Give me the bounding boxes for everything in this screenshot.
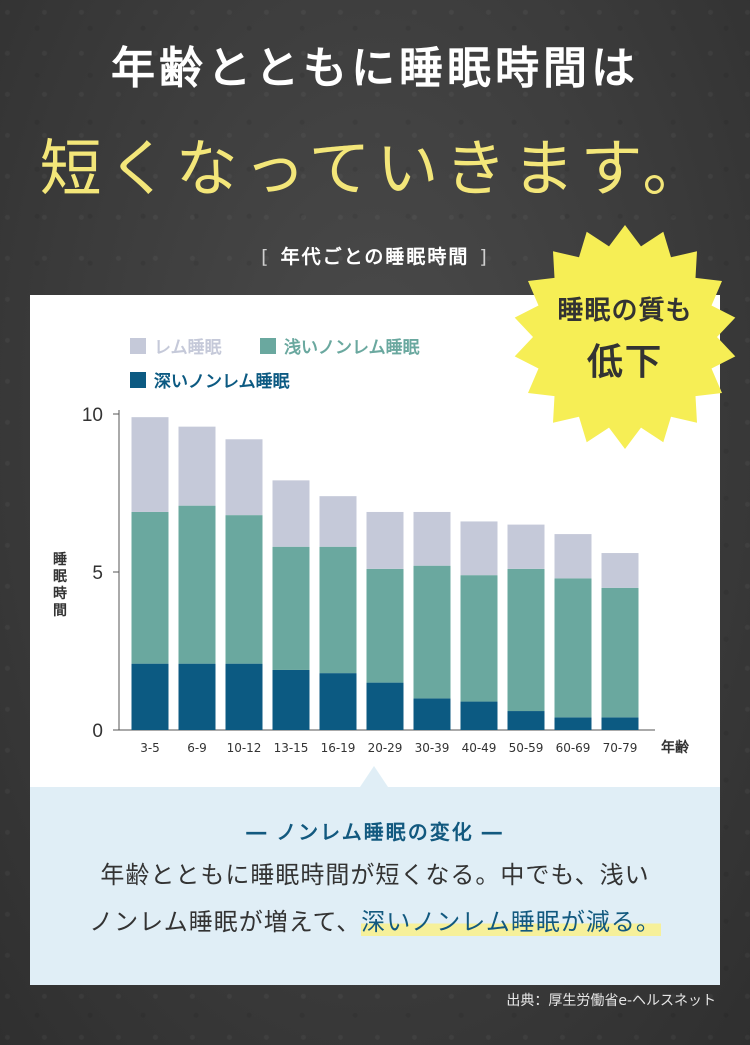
y-axis-label-char: 時	[53, 585, 67, 602]
quality-badge: 睡眠の質も 低下	[510, 222, 740, 452]
legend-item-light-nrem: 浅いノンレム睡眠	[260, 333, 420, 358]
bar-segment-rem	[366, 511, 404, 569]
starburst-badge-icon	[514, 225, 736, 449]
bar-segment-rem	[319, 496, 357, 547]
note-line2: ノンレム睡眠が増えて、深いノンレム睡眠が減る。	[30, 902, 720, 937]
bar-segment-rem	[225, 439, 263, 516]
note-title-dash-left: ―	[246, 820, 269, 844]
badge-line2: 低下	[586, 341, 663, 383]
x-tick-label: 20-29	[368, 741, 403, 755]
bar-segment-rem	[460, 521, 498, 576]
bar-segment-rem	[507, 524, 545, 569]
legend-label-rem: レム睡眠	[154, 338, 222, 358]
legend-label-deep-nrem: 深いノンレム睡眠	[154, 372, 290, 392]
x-tick-label: 10-12	[227, 741, 262, 755]
note-panel	[30, 787, 720, 985]
x-tick-label: 70-79	[603, 741, 638, 755]
bar-segment-light-nrem	[554, 578, 592, 718]
x-tick-label: 30-39	[415, 741, 450, 755]
bar-segment-light-nrem	[366, 568, 404, 683]
legend-swatch-deep-nrem	[130, 371, 146, 388]
note-line2-highlight: 深いノンレム睡眠が減る。	[361, 908, 661, 936]
legend-swatch-rem	[130, 337, 146, 354]
x-tick-label: 40-49	[462, 741, 497, 755]
y-axis-label-char: 眠	[53, 569, 67, 585]
bar-segment-light-nrem	[507, 568, 545, 712]
bracket-close: ]	[479, 246, 489, 268]
bar-segment-deep-nrem	[131, 663, 169, 730]
note-line1: 年齢とともに睡眠時間が短くなる。中でも、浅い	[100, 861, 650, 889]
x-tick-label: 3-5	[140, 741, 160, 755]
bar-segment-deep-nrem	[601, 717, 639, 730]
headline-line1: 年齢とともに睡眠時間は	[111, 43, 639, 94]
y-tick-label: 10	[82, 405, 103, 426]
bar-segment-light-nrem	[601, 587, 639, 718]
note-title-text: ノンレム睡眠の変化	[276, 820, 474, 844]
y-axis-label-char: 睡	[53, 552, 67, 568]
legend-item-deep-nrem: 深いノンレム睡眠	[130, 367, 290, 392]
y-tick-label: 5	[92, 563, 103, 584]
legend-swatch-light-nrem	[260, 337, 276, 354]
bar-segment-light-nrem	[413, 565, 451, 699]
bar-segment-rem	[601, 553, 639, 588]
x-tick-label: 6-9	[187, 741, 207, 755]
subheading-text: 年代ごとの睡眠時間	[280, 246, 470, 268]
y-axis-label-char: 間	[53, 603, 67, 619]
x-tick-label: 13-15	[274, 741, 309, 755]
bar-segment-light-nrem	[460, 575, 498, 702]
note-title-dash-right: ―	[481, 820, 504, 844]
chart-subheading: [ 年代ごとの睡眠時間]	[0, 242, 750, 269]
note-title: ― ノンレム睡眠の変化 ―	[30, 816, 720, 845]
bracket-open: [	[261, 246, 271, 268]
bar-segment-light-nrem	[319, 546, 357, 674]
headline-line2: 短くなっていきます。	[39, 132, 711, 205]
bar-segment-light-nrem	[272, 546, 310, 670]
x-axis-label: 年齢	[661, 739, 690, 756]
legend-item-rem: レム睡眠	[130, 333, 222, 358]
bar-segment-deep-nrem	[225, 663, 263, 730]
bar-segment-light-nrem	[225, 515, 263, 664]
bar-segment-deep-nrem	[272, 669, 310, 730]
bar-segment-deep-nrem	[413, 698, 451, 730]
bar-segment-rem	[554, 534, 592, 579]
bar-segment-deep-nrem	[178, 663, 216, 730]
bar-segment-deep-nrem	[319, 673, 357, 730]
bar-segment-rem	[272, 480, 310, 547]
bar-segment-light-nrem	[178, 505, 216, 664]
x-tick-label: 16-19	[321, 741, 356, 755]
bar-segment-rem	[131, 417, 169, 512]
legend-label-light-nrem: 浅いノンレム睡眠	[284, 338, 420, 358]
badge-line1: 睡眠の質も	[557, 295, 693, 326]
bar-segment-light-nrem	[131, 511, 169, 664]
bar-segment-deep-nrem	[366, 682, 404, 730]
x-tick-label: 50-59	[509, 741, 544, 755]
bar-segment-rem	[178, 426, 216, 506]
x-tick-label: 60-69	[556, 741, 591, 755]
note-line2-plain: ノンレム睡眠が増えて、	[89, 908, 362, 936]
y-tick-label: 0	[92, 721, 103, 742]
bar-segment-deep-nrem	[507, 711, 545, 730]
note-pointer	[360, 766, 388, 787]
bar-segment-rem	[413, 511, 451, 566]
source-citation: 出典：厚生労働省e-ヘルスネット	[506, 993, 716, 1009]
bar-segment-deep-nrem	[554, 717, 592, 730]
bar-segment-deep-nrem	[460, 701, 498, 730]
